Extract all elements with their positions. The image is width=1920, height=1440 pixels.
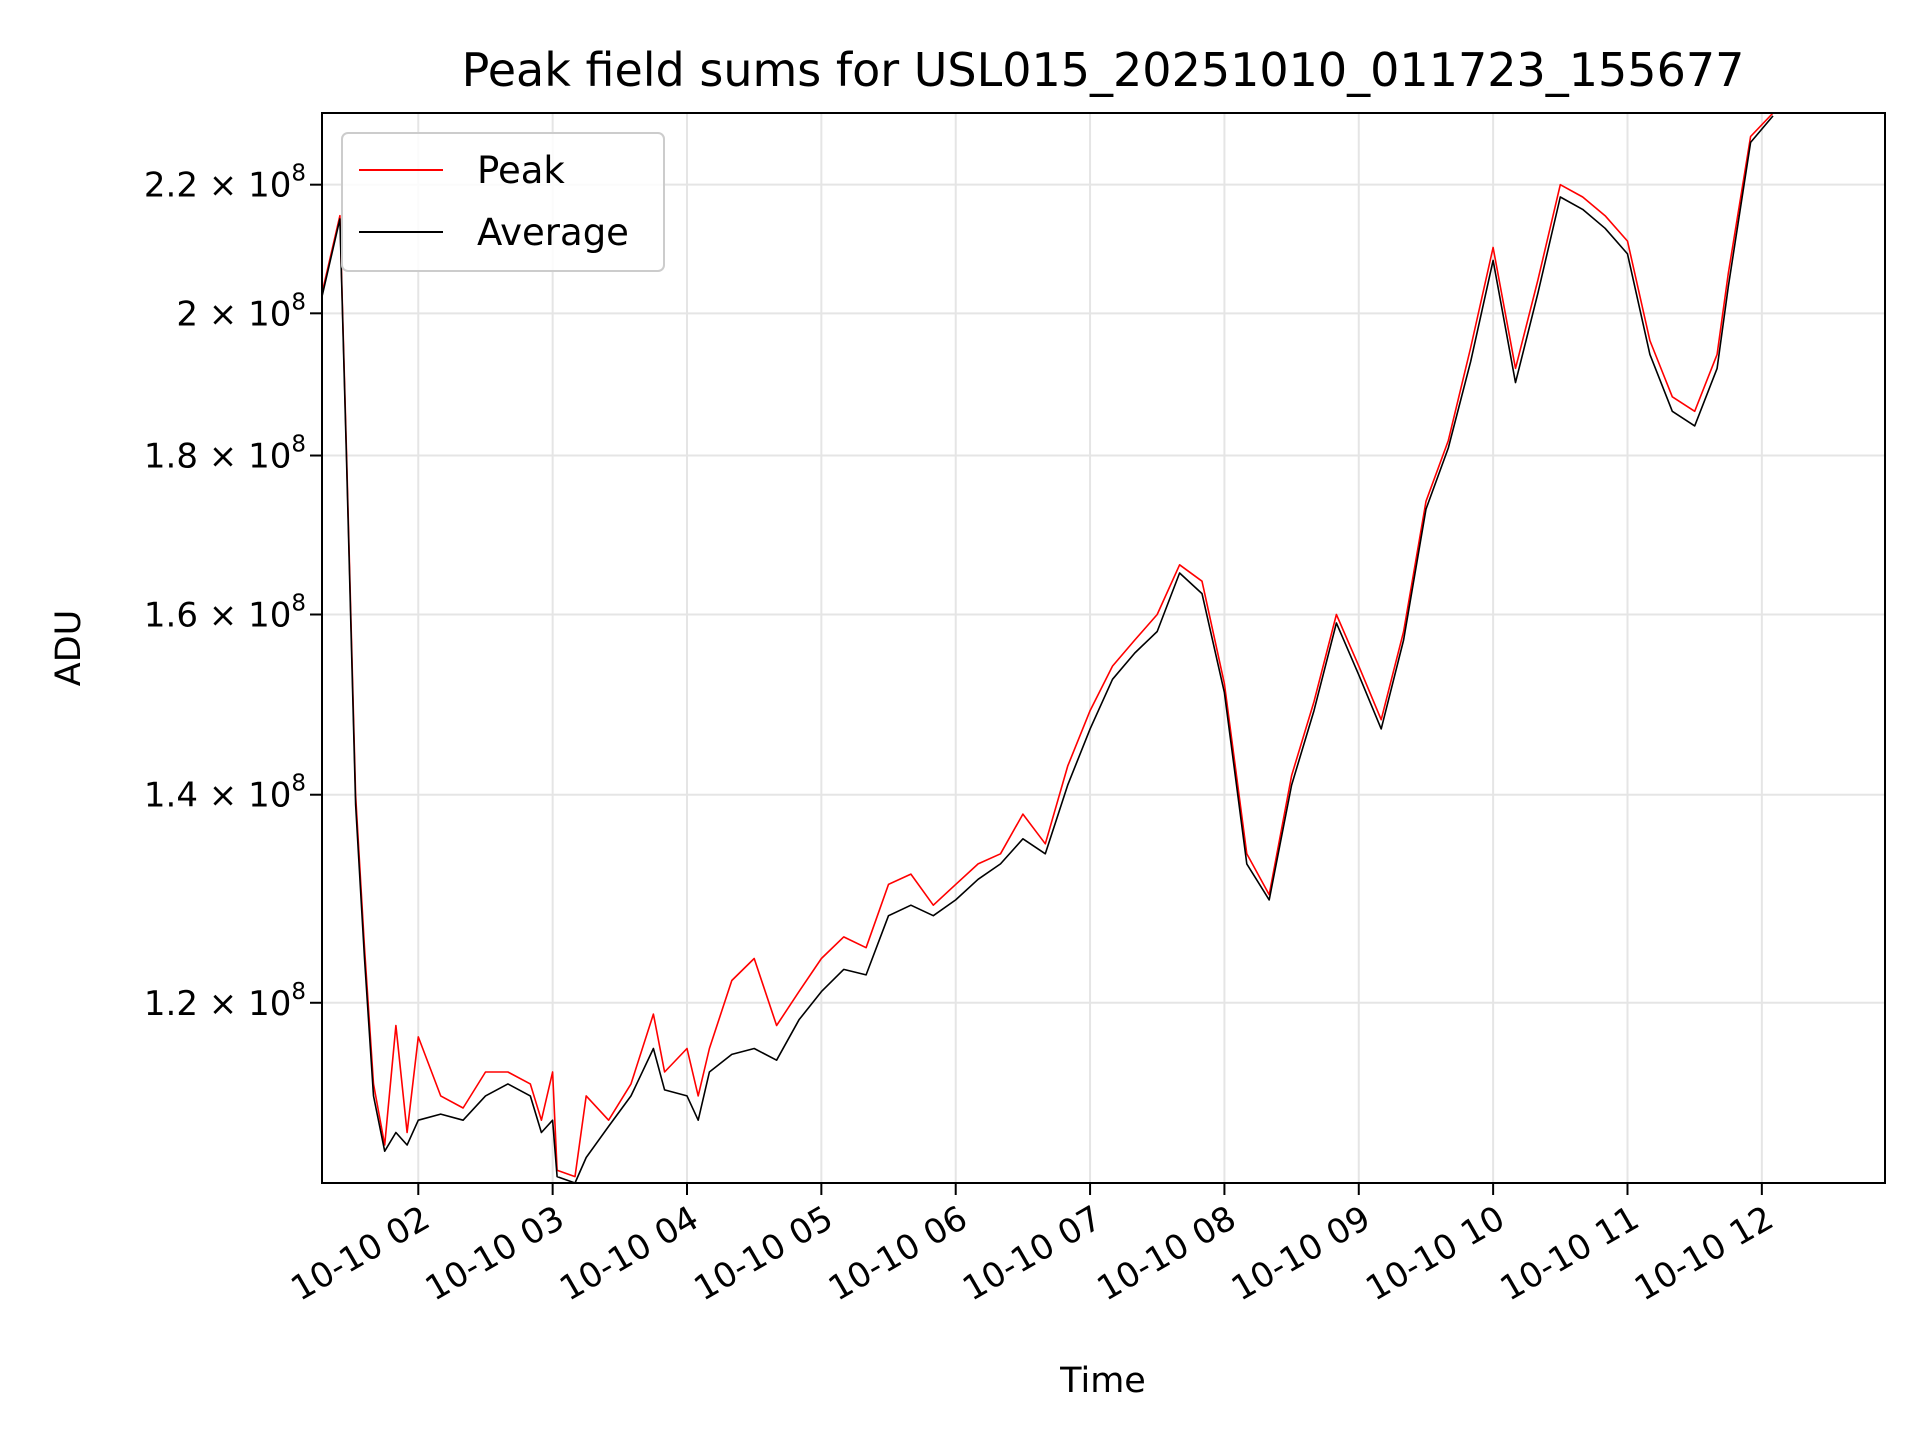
y-tick-times: × 10 <box>198 984 291 1024</box>
y-tick-exponent: 8 <box>291 161 306 187</box>
y-tick-exponent: 8 <box>291 771 306 797</box>
y-tick-mantissa: 1.8 <box>144 437 198 477</box>
plot-series <box>321 112 1774 1184</box>
y-tick-label: 1.2 × 108 <box>144 979 306 1024</box>
y-tick-times: × 10 <box>198 776 291 816</box>
y-axis-label: ADU <box>49 610 89 687</box>
legend-box <box>341 132 665 272</box>
x-axis-label: Time <box>1059 1361 1146 1401</box>
y-tick-mantissa: 2 <box>176 294 198 334</box>
y-tick-times: × 10 <box>198 437 291 477</box>
y-tick-label: 1.4 × 108 <box>144 771 306 816</box>
legend-label-average: Average <box>477 211 629 254</box>
y-tick-exponent: 8 <box>291 590 306 616</box>
plot-frame <box>321 112 1886 1184</box>
y-tick-mantissa: 1.4 <box>144 776 198 816</box>
series-line-average <box>321 115 1774 1184</box>
y-tick-exponent: 8 <box>291 289 306 315</box>
y-tick-mantissa: 1.2 <box>144 984 198 1024</box>
y-tick-label: 2 × 108 <box>176 289 306 334</box>
y-tick-mantissa: 1.6 <box>144 595 198 635</box>
legend-label-peak: Peak <box>477 149 565 192</box>
y-tick-mantissa: 2.2 <box>144 166 198 206</box>
grid <box>322 113 1885 1183</box>
y-tick-times: × 10 <box>198 595 291 635</box>
y-tick-times: × 10 <box>198 294 291 334</box>
legend: Peak Average <box>341 132 665 272</box>
y-tick-label: 2.2 × 108 <box>144 161 306 206</box>
series-line-peak <box>321 112 1774 1178</box>
y-tick-label: 1.6 × 108 <box>144 590 306 635</box>
y-tick-label: 1.8 × 108 <box>144 432 306 477</box>
y-tick-exponent: 8 <box>291 432 306 458</box>
y-tick-exponent: 8 <box>291 979 306 1005</box>
y-tick-times: × 10 <box>198 166 291 206</box>
chart-title: Peak field sums for USL015_20251010_0117… <box>462 43 1745 97</box>
